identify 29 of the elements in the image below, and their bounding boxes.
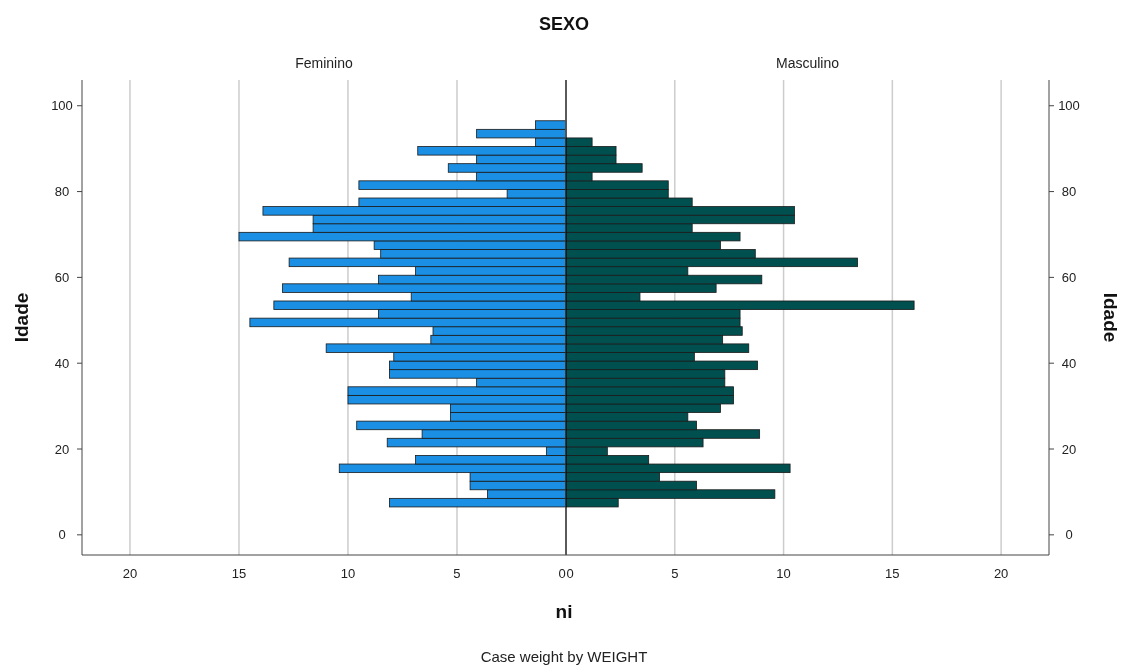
y-tick-label: 40 <box>1061 355 1077 371</box>
x-tick-label: 15 <box>231 566 247 581</box>
y-tick-label: 80 <box>1061 184 1077 200</box>
y-axis-title: Idade <box>11 292 32 343</box>
y-tick-label: 100 <box>1058 98 1080 114</box>
x-tick-label: 20 <box>993 566 1009 581</box>
x-tick-label: 0 <box>558 566 566 581</box>
y-tick-label: 0 <box>1065 527 1073 543</box>
text: Case weight by WEIGHT <box>480 648 648 665</box>
chart-subtitle: Masculino <box>775 55 840 71</box>
y-tick-label: 20 <box>1061 441 1077 457</box>
x-tick-label: 0 <box>566 566 574 581</box>
x-tick-label: 10 <box>340 566 356 581</box>
x-tick-label: 5 <box>453 566 461 581</box>
y-tick-label: 40 <box>54 355 70 371</box>
y-tick-label: 60 <box>1061 269 1077 285</box>
y-tick-label: 80 <box>54 184 70 200</box>
chart-title: SEXO <box>538 14 590 34</box>
chart-subtitle: Feminino <box>295 55 353 71</box>
y-tick-label: 0 <box>58 527 66 543</box>
x-tick-label: 20 <box>122 566 138 581</box>
y-axis-title: Idade <box>1100 292 1121 343</box>
y-tick-label: 100 <box>51 98 73 114</box>
x-tick-label: 10 <box>776 566 791 581</box>
x-tick-label: 5 <box>671 566 679 581</box>
y-tick-label: 20 <box>54 441 70 457</box>
y-tick-label: 60 <box>54 269 70 285</box>
x-axis-title: ni <box>555 601 573 622</box>
x-tick-label: 15 <box>885 566 900 581</box>
